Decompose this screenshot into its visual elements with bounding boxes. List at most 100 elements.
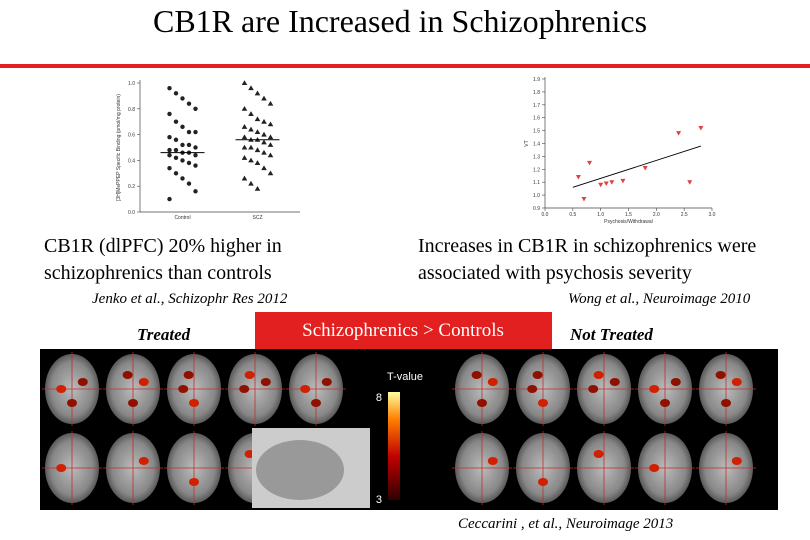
- y-axis-label: VT: [524, 140, 530, 146]
- data-point: [676, 131, 682, 136]
- group-label: Not Treated: [569, 325, 653, 344]
- data-point: [167, 85, 172, 91]
- activation: [731, 378, 742, 386]
- data-point: [167, 111, 172, 117]
- data-point: [248, 126, 254, 132]
- activation: [471, 371, 482, 379]
- data-point: [167, 134, 172, 140]
- x-axis-label: Psychosis/Withdrawal: [604, 219, 653, 225]
- activation: [532, 371, 543, 379]
- data-point: [241, 175, 248, 181]
- data-point: [267, 100, 274, 106]
- data-point: [261, 131, 267, 137]
- comparison-label: Schizophrenics > Controls: [302, 320, 504, 341]
- y-axis-label: [3H]MePPEP Specific Binding (pmol/mg pro…: [116, 94, 122, 201]
- activation: [527, 385, 538, 393]
- activation: [660, 399, 670, 407]
- y-tick-label: 0.4: [128, 158, 135, 164]
- data-point: [241, 134, 248, 140]
- data-point: [173, 155, 179, 161]
- data-point: [254, 185, 261, 191]
- activation: [128, 399, 138, 407]
- data-point: [267, 134, 274, 140]
- data-point: [241, 80, 248, 85]
- y-tick-label: 1.0: [128, 81, 135, 87]
- data-point: [248, 85, 254, 91]
- activation: [321, 378, 332, 386]
- x-tick-label: 0.0: [542, 212, 549, 218]
- y-tick-label: 1.6: [533, 116, 540, 122]
- x-tick-label: SCZ: [253, 215, 263, 221]
- activation: [56, 385, 67, 393]
- y-tick-label: 1.3: [533, 154, 540, 160]
- data-point: [575, 175, 581, 180]
- data-point: [642, 166, 648, 171]
- activation: [244, 371, 255, 379]
- activation: [138, 457, 149, 465]
- data-point: [587, 160, 593, 166]
- data-point: [167, 153, 172, 158]
- data-point: [267, 152, 274, 158]
- data-point: [193, 153, 198, 158]
- data-point: [180, 96, 185, 101]
- data-point: [173, 171, 179, 176]
- data-point: [193, 106, 198, 112]
- data-point: [248, 111, 254, 116]
- activation: [138, 378, 149, 386]
- citation: Wong et al., Neuroimage 2010: [568, 291, 751, 307]
- data-point: [687, 180, 693, 185]
- y-tick-label: 1.9: [533, 77, 540, 83]
- data-point: [173, 91, 179, 96]
- activation: [487, 457, 498, 465]
- y-tick-label: 0.8: [128, 107, 135, 113]
- data-point: [180, 124, 185, 130]
- citation: Jenko et al., Schizophr Res 2012: [92, 291, 288, 307]
- activation: [189, 399, 199, 407]
- severity-chart: 0.9 1.0 1.1 1.2 1.3 1.4 1.5 1.6 1.7 1.8 1.9 0.0 0.5 1…: [524, 77, 716, 225]
- activation: [731, 457, 742, 465]
- activation: [538, 478, 548, 486]
- activation: [538, 399, 548, 407]
- data-point: [609, 180, 615, 185]
- data-point: [186, 101, 192, 106]
- colorbar: [388, 392, 400, 500]
- colorbar-min: 3: [376, 494, 382, 506]
- activation: [487, 378, 498, 386]
- data-point: [167, 147, 172, 153]
- y-tick-label: 1.4: [533, 142, 540, 148]
- caption-line: schizophrenics than controls: [44, 262, 272, 284]
- activation: [77, 378, 88, 386]
- data-point: [241, 124, 248, 129]
- data-point: [186, 129, 192, 135]
- activation: [649, 464, 660, 472]
- data-point: [267, 121, 274, 127]
- activation: [260, 378, 271, 386]
- activation: [239, 385, 250, 393]
- x-tick-label: 1.0: [597, 212, 604, 218]
- y-tick-label: 1.7: [533, 103, 540, 109]
- caption-line: associated with psychosis severity: [418, 262, 692, 284]
- activation: [56, 464, 67, 472]
- data-point: [173, 137, 179, 142]
- title-rule: [0, 64, 810, 68]
- x-tick-label: 2.0: [653, 212, 660, 218]
- activation: [609, 378, 620, 386]
- data-point: [248, 180, 254, 186]
- data-point: [193, 129, 198, 135]
- activation: [649, 385, 660, 393]
- y-tick-label: 1.5: [533, 129, 540, 135]
- activation: [670, 378, 681, 386]
- data-point: [267, 170, 274, 176]
- activation: [593, 450, 604, 458]
- sagittal-brain: [256, 440, 344, 500]
- y-tick-label: 1.2: [533, 167, 540, 173]
- data-point: [193, 163, 198, 168]
- data-point: [254, 129, 261, 135]
- data-point: [186, 160, 192, 166]
- activation: [593, 371, 604, 379]
- activation: [67, 399, 77, 407]
- activation: [477, 399, 487, 407]
- data-point: [254, 160, 261, 165]
- activation: [178, 385, 189, 393]
- y-tick-label: 0.2: [128, 184, 135, 190]
